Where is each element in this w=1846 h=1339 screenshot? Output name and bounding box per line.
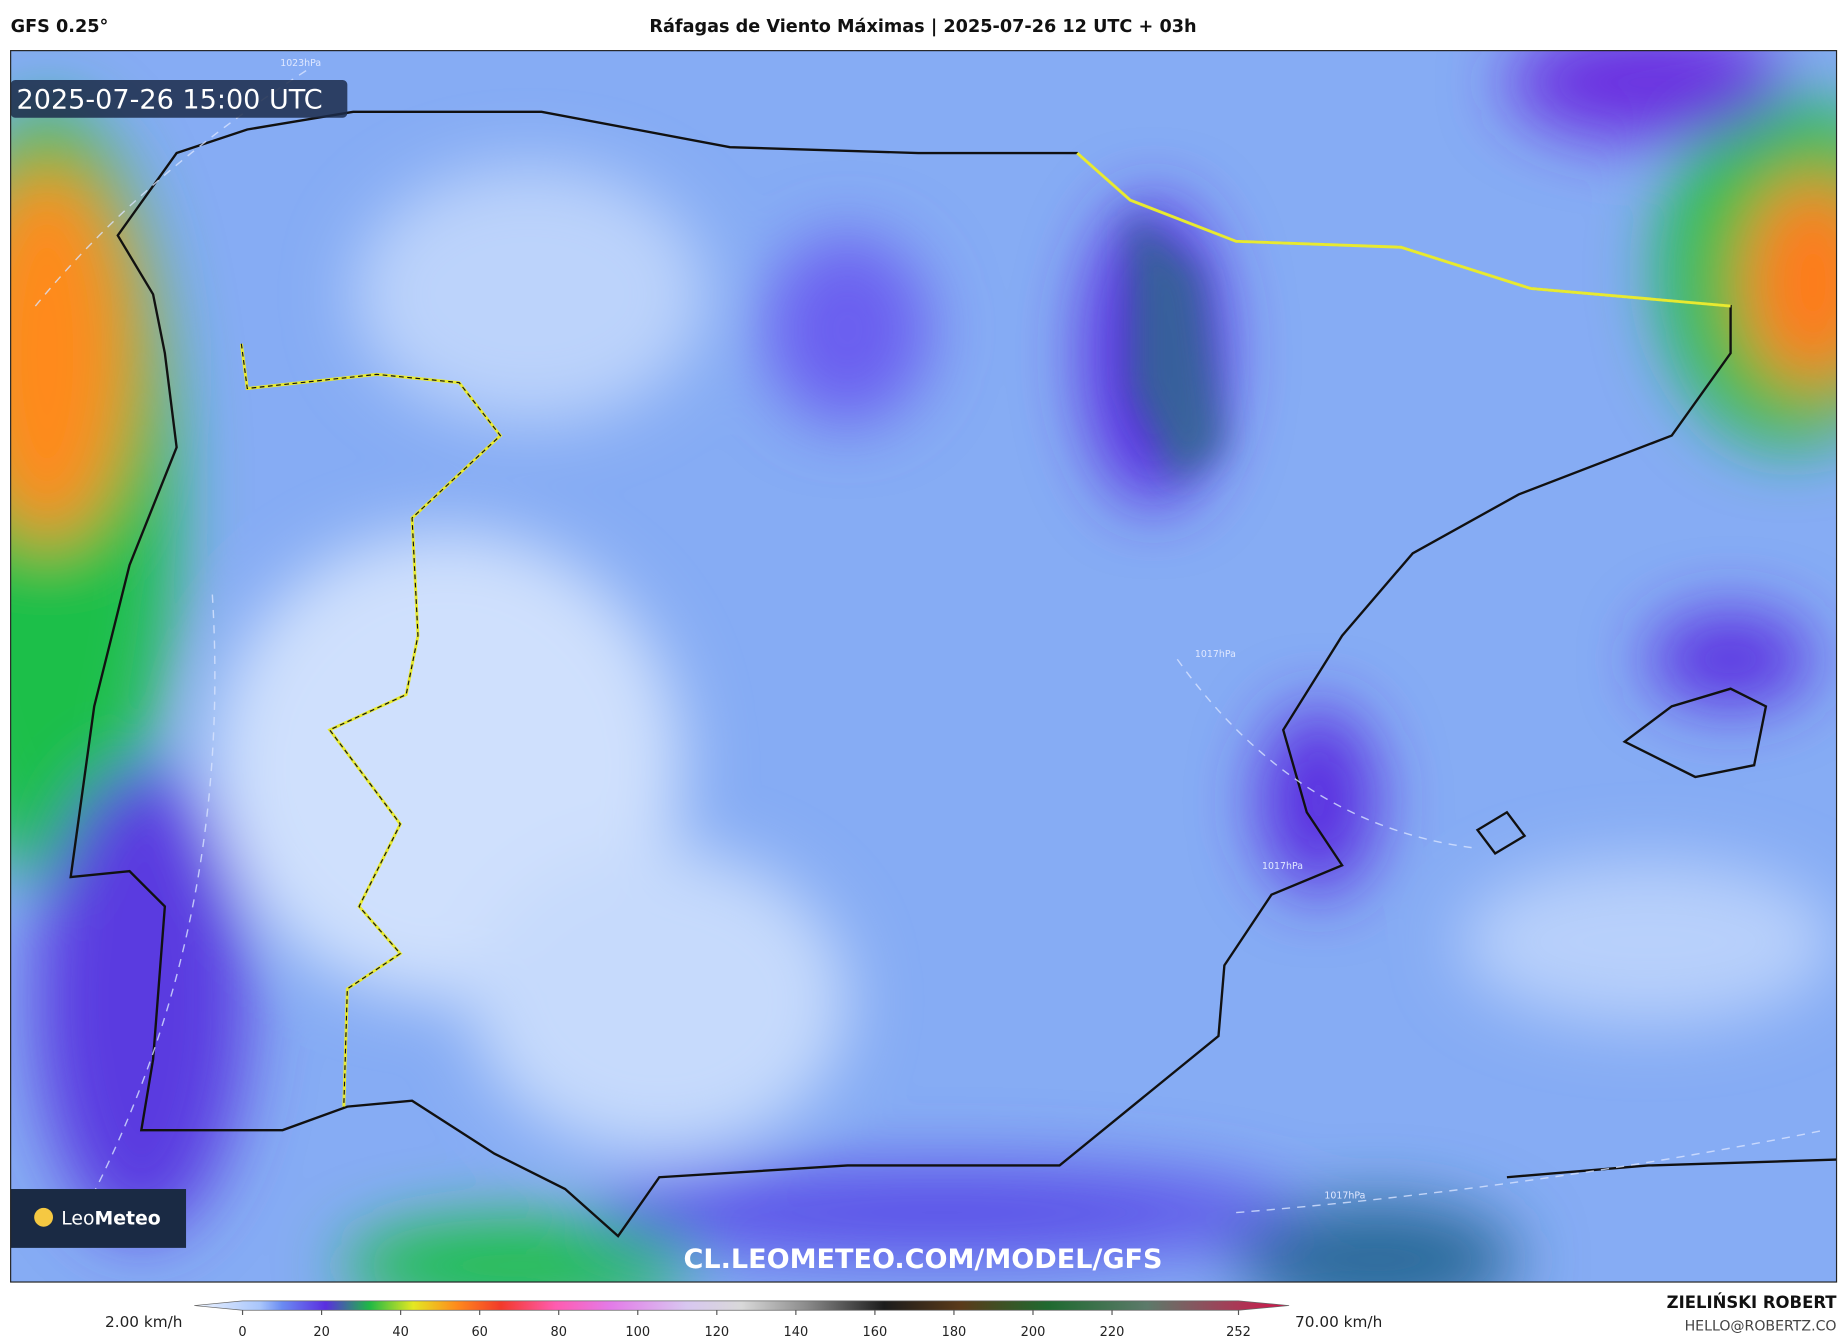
map-title: Ráfagas de Viento Máximas | 2025-07-26 1… bbox=[649, 17, 1196, 37]
isobar-label: 1023hPa bbox=[280, 58, 321, 69]
map-frame bbox=[10, 50, 1838, 1283]
isobar-label: 1017hPa bbox=[1195, 649, 1236, 660]
author-email: HELLO@ROBERTZ.CO bbox=[1685, 1318, 1837, 1334]
colorbar-tick-label: 180 bbox=[942, 1325, 967, 1339]
wind-core bbox=[1130, 211, 1225, 483]
isobar-label: 1017hPa bbox=[1262, 861, 1303, 872]
model-label: GFS 0.25° bbox=[11, 17, 109, 37]
colorbar bbox=[194, 1300, 1290, 1311]
logo-light: Leo bbox=[61, 1208, 94, 1229]
colorbar-ticks: 0 20 40 60 80 100 120 140 160 180 200 220 252 bbox=[238, 1310, 1251, 1339]
colorbar-tick-label: 0 bbox=[238, 1325, 246, 1339]
colorbar-tick-label: 220 bbox=[1100, 1325, 1125, 1339]
wind-field bbox=[10, 50, 1837, 1283]
colorbar-tick-label: 80 bbox=[550, 1325, 566, 1339]
ibiza bbox=[1475, 810, 1527, 856]
africa-coast bbox=[1506, 1158, 1837, 1179]
colorbar-tick-label: 100 bbox=[625, 1325, 650, 1339]
time-box bbox=[10, 80, 348, 118]
logo-bold: Meteo bbox=[95, 1208, 161, 1229]
colorbar-tick-label: 252 bbox=[1226, 1325, 1251, 1339]
france-border bbox=[1076, 151, 1731, 308]
colorbar-tick-label: 140 bbox=[784, 1325, 809, 1339]
colorbar-tick-label: 60 bbox=[471, 1325, 487, 1339]
colorbar-tick-label: 20 bbox=[313, 1325, 329, 1339]
logo-sun bbox=[34, 1207, 54, 1227]
source-url: CL.LEOMETEO.COM/MODEL/GFS bbox=[683, 1244, 1162, 1275]
colorbar-tick-label: 40 bbox=[392, 1325, 408, 1339]
isobar-labels: 1023hPa 1017hPa 1017hPa 1017hPa bbox=[280, 58, 1365, 1202]
author-name: ZIELIŃSKI ROBERT bbox=[1667, 1293, 1838, 1312]
colorbar-tick-label: 160 bbox=[863, 1325, 888, 1339]
isobar-label: 1017hPa bbox=[1324, 1190, 1365, 1201]
colorbar-max: 70.00 km/h bbox=[1295, 1313, 1382, 1331]
logo-text: LeoMeteo bbox=[61, 1208, 161, 1229]
portugal-border-dash bbox=[240, 343, 502, 1107]
colorbar-tick-label: 120 bbox=[704, 1325, 729, 1339]
colorbar-tick-label: 200 bbox=[1021, 1325, 1046, 1339]
map-area: 1023hPa 1017hPa 1017hPa 1017hPa 2025-07-… bbox=[10, 50, 1837, 1283]
valid-time: 2025-07-26 15:00 UTC bbox=[17, 84, 323, 115]
mallorca bbox=[1622, 687, 1768, 779]
colorbar-min: 2.00 km/h bbox=[105, 1313, 183, 1331]
